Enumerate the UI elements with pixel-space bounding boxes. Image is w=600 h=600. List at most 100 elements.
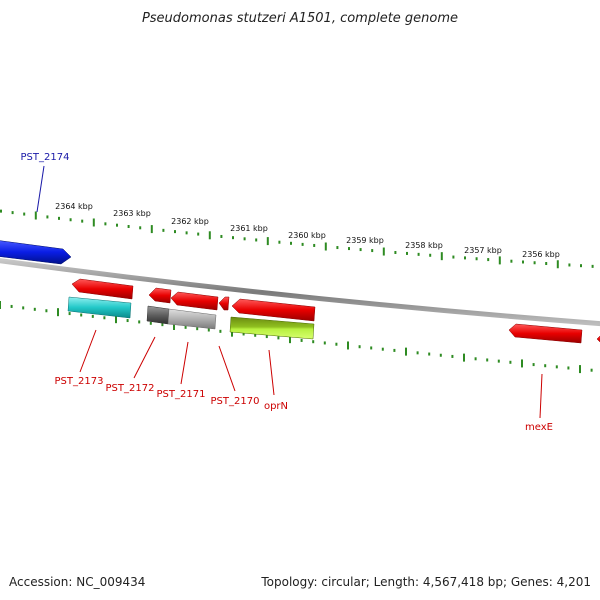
label-leaders: [36, 165, 543, 419]
gene-label-pst-2170[interactable]: PST_2170: [211, 396, 260, 407]
inner-ruler-minor-tick: [451, 354, 454, 358]
outer-ruler-minor-tick: [545, 262, 548, 266]
outer-ruler-minor-tick: [127, 224, 130, 228]
inner-ruler-minor-tick: [381, 347, 384, 351]
outer-ruler-minor-tick: [162, 228, 165, 232]
outer-ruler-minor-tick: [23, 212, 26, 216]
feature-box-dark-gray[interactable]: [146, 305, 170, 325]
inner-tick-ruler: [0, 301, 593, 374]
outer-ruler-minor-tick: [348, 247, 350, 251]
outer-ruler-minor-tick: [174, 230, 176, 234]
ruler-label: 2361 kbp: [230, 224, 268, 233]
outer-ruler-major-tick: [382, 247, 385, 256]
outer-ruler-minor-tick: [510, 259, 513, 263]
ruler-label: 2356 kbp: [522, 250, 560, 259]
gene-arrow-oprn[interactable]: [231, 298, 316, 322]
outer-ruler-minor-tick: [69, 218, 72, 222]
gene-arrow-pst-2173[interactable]: [71, 278, 134, 300]
outer-ruler-major-tick: [150, 225, 153, 234]
inner-ruler-minor-tick: [126, 319, 129, 323]
inner-ruler-minor-tick: [323, 341, 326, 345]
ruler-labels: 2364 kbp 2363 kbp 2362 kbp 2361 kbp 2360…: [55, 202, 560, 259]
outer-ruler-minor-tick: [278, 240, 281, 244]
ruler-label: 2363 kbp: [113, 209, 151, 218]
gene-labels: PST_2174 PST_2173 PST_2172 PST_2171 PST_…: [21, 152, 553, 433]
inner-ruler-minor-tick: [370, 346, 373, 350]
inner-ruler-minor-tick: [335, 342, 338, 346]
outer-ruler-minor-tick: [220, 234, 223, 238]
outer-ruler-minor-tick: [371, 249, 374, 253]
inner-ruler-minor-tick: [196, 327, 199, 331]
inner-ruler-minor-tick: [393, 348, 396, 352]
inner-ruler-minor-tick: [91, 314, 94, 318]
inner-ruler-minor-tick: [590, 368, 593, 372]
gene-arrow-pst-2170[interactable]: [218, 296, 230, 311]
outer-ruler-minor-tick: [139, 226, 142, 230]
leader-line-pst-2174: [36, 165, 45, 213]
outer-ruler-minor-tick: [301, 242, 304, 246]
outer-ruler-minor-tick: [290, 241, 292, 245]
outer-ruler-minor-tick: [116, 223, 118, 227]
inner-ruler-minor-tick: [567, 366, 570, 370]
inner-ruler-major-tick: [0, 301, 1, 309]
outer-ruler-minor-tick: [394, 250, 397, 254]
outer-ruler-minor-tick: [58, 216, 60, 220]
ruler-label: 2359 kbp: [346, 236, 384, 245]
ruler-label: 2364 kbp: [55, 202, 93, 211]
gene-label-oprn[interactable]: oprN: [264, 401, 288, 412]
gene-label-pst-2171[interactable]: PST_2171: [157, 389, 206, 400]
outer-ruler-minor-tick: [243, 237, 246, 241]
gene-label-pst-2172[interactable]: PST_2172: [106, 383, 155, 394]
inner-ruler-minor-tick: [474, 357, 477, 361]
gene-arrow-pst-2174[interactable]: [0, 240, 72, 265]
inner-ruler-minor-tick: [300, 338, 303, 342]
outer-ruler-minor-tick: [11, 211, 14, 215]
inner-ruler-minor-tick: [532, 363, 535, 367]
inner-ruler-minor-tick: [207, 328, 210, 332]
topology-summary-text: Topology: circular; Length: 4,567,418 bp…: [260, 575, 591, 589]
inner-ruler-major-tick: [289, 335, 291, 344]
inner-ruler-minor-tick: [265, 335, 268, 339]
map-title: Pseudomonas stutzeri A1501, complete gen…: [142, 11, 458, 26]
gene-arrow-pst-2171[interactable]: [170, 291, 219, 311]
feature-box-cyan[interactable]: [67, 296, 132, 319]
inner-ruler-minor-tick: [277, 336, 280, 340]
inner-ruler-major-tick: [347, 341, 349, 350]
feature-box-lime[interactable]: [229, 316, 315, 340]
inner-ruler-minor-tick: [312, 340, 315, 344]
outer-ruler-minor-tick: [406, 251, 408, 255]
inner-ruler-minor-tick: [10, 304, 13, 308]
gene-label-pst-2174[interactable]: PST_2174: [21, 152, 70, 163]
gene-arrow-pst-2172[interactable]: [148, 287, 172, 304]
outer-ruler-minor-tick: [0, 209, 2, 213]
feature-box-gray[interactable]: [167, 308, 217, 330]
leader-line-pst-2170: [218, 345, 236, 392]
gene-label-pst-2173[interactable]: PST_2173: [55, 376, 104, 387]
leader-line-mexe: [539, 373, 543, 419]
inner-ruler-minor-tick: [497, 359, 500, 363]
gene-label-mexe[interactable]: mexE: [525, 422, 553, 433]
inner-ruler-minor-tick: [80, 313, 83, 317]
outer-ruler-minor-tick: [313, 243, 316, 247]
ruler-label: 2360 kbp: [288, 231, 326, 240]
outer-ruler-minor-tick: [232, 236, 234, 240]
leader-line-pst-2172: [133, 336, 156, 379]
inner-ruler-major-tick: [463, 353, 465, 362]
outer-ruler-major-tick: [498, 256, 501, 265]
accession-text: Accession: NC_009434: [9, 575, 145, 589]
outer-ruler-minor-tick: [46, 215, 49, 219]
outer-ruler-minor-tick: [475, 257, 478, 261]
outer-ruler-major-tick: [34, 211, 37, 220]
inner-ruler-minor-tick: [428, 352, 431, 356]
outer-ruler-minor-tick: [591, 264, 594, 268]
gene-arrow-partial-right[interactable]: [596, 333, 600, 346]
genome-backbone: [0, 258, 600, 327]
inner-ruler-major-tick: [405, 347, 407, 356]
inner-ruler-minor-tick: [103, 316, 106, 320]
inner-ruler-major-tick: [231, 328, 233, 337]
gene-arrow-mexe[interactable]: [508, 323, 583, 344]
inner-ruler-minor-tick: [544, 364, 547, 368]
outer-ruler-minor-tick: [522, 260, 524, 264]
leader-line-pst-2171: [180, 341, 189, 385]
leader-line-oprn: [268, 349, 275, 396]
